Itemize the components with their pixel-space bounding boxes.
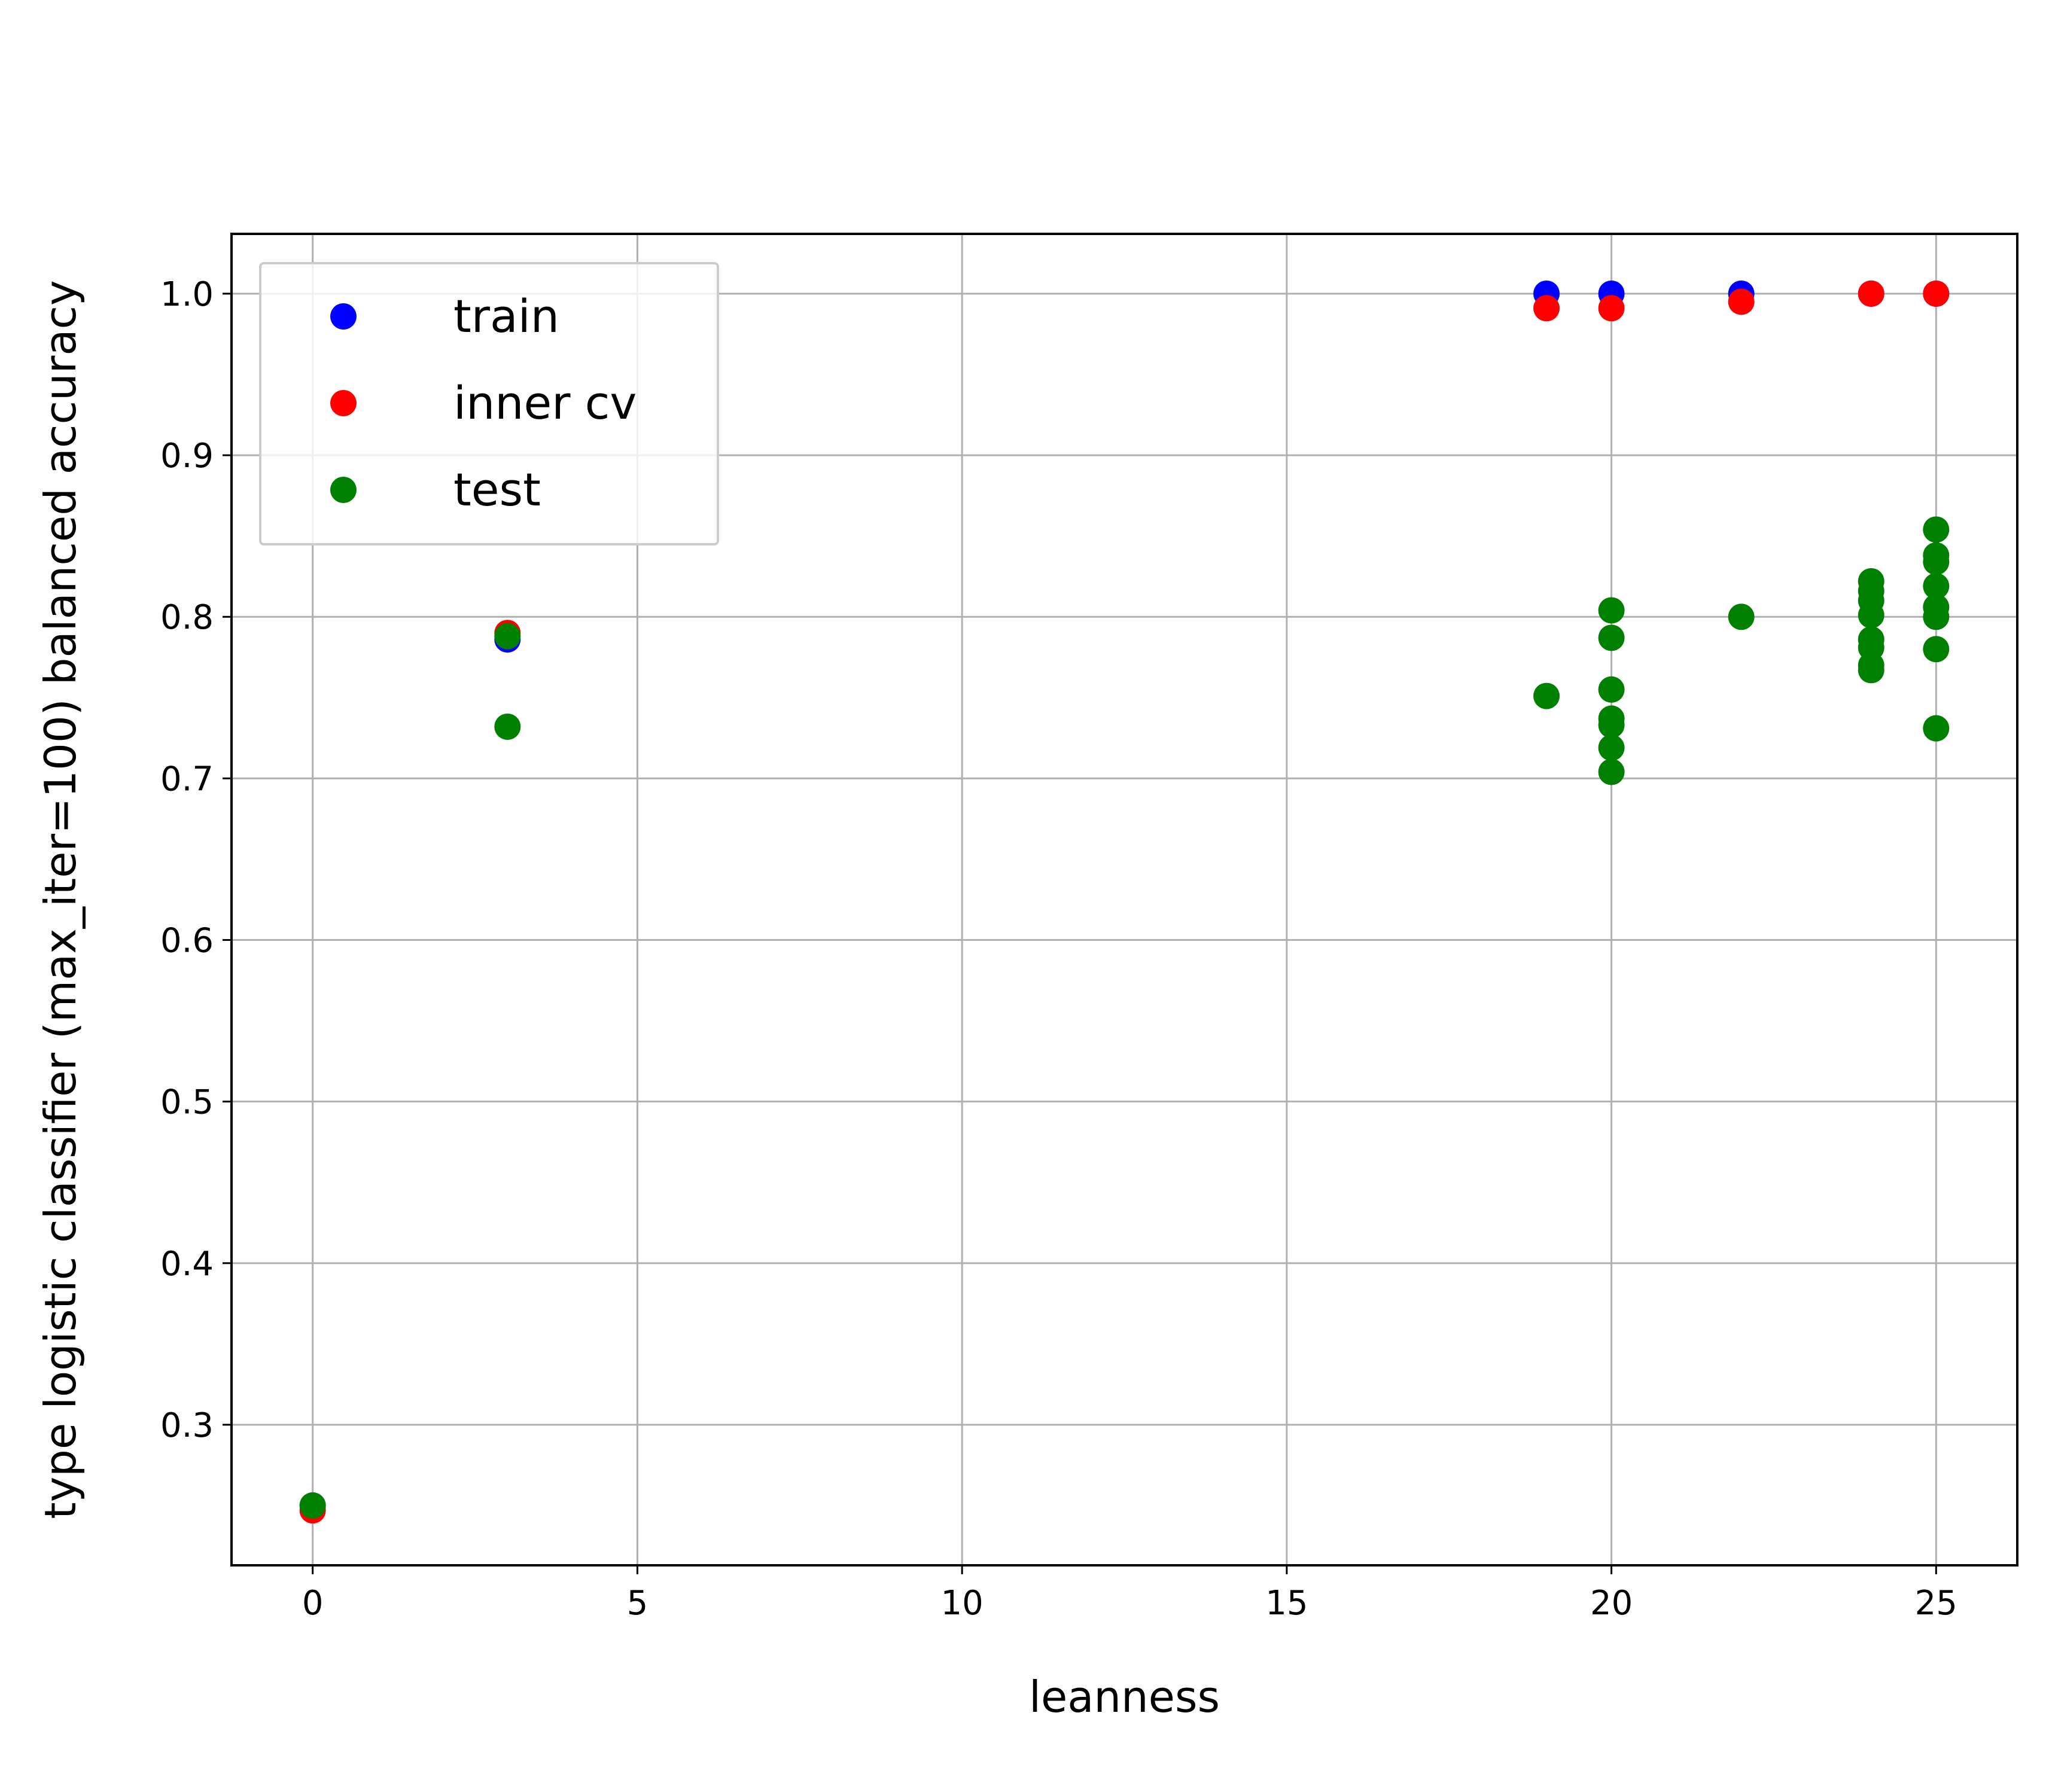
y-tick-label: 0.4 xyxy=(160,1245,214,1284)
point-test xyxy=(1598,597,1625,624)
legend-label-test: test xyxy=(453,463,541,516)
point-inner-cv xyxy=(1923,280,1950,307)
x-tick-label: 5 xyxy=(627,1584,648,1623)
data-points xyxy=(299,280,1950,1524)
point-test xyxy=(494,713,521,740)
y-tick-label: 0.3 xyxy=(160,1406,214,1445)
point-inner-cv xyxy=(1533,295,1560,322)
point-test xyxy=(1533,682,1560,709)
legend: train inner cv test xyxy=(259,262,719,545)
point-test xyxy=(1598,624,1625,651)
point-test xyxy=(1923,548,1950,575)
point-inner-cv xyxy=(1858,280,1884,307)
y-tick-label: 0.8 xyxy=(160,598,214,637)
point-test xyxy=(1598,758,1625,785)
axis-ticks: 0 5 10 15 20 25 0.3 0.4 0.5 0.6 0.7 0.8 0.9 1.0 xyxy=(160,275,1957,1623)
point-test xyxy=(1598,712,1625,739)
legend-marker-test xyxy=(330,477,357,503)
legend-marker-train xyxy=(330,303,357,330)
point-test xyxy=(1923,715,1950,742)
x-axis-label: leanness xyxy=(1029,1672,1220,1722)
legend-label-train: train xyxy=(453,289,559,343)
point-test xyxy=(1598,676,1625,703)
x-tick-label: 15 xyxy=(1265,1584,1308,1623)
legend-label-inner-cv: inner cv xyxy=(453,376,637,429)
point-test xyxy=(1923,604,1950,630)
point-test xyxy=(1858,602,1884,629)
y-axis-label: type logistic classifier (max_iter=100) … xyxy=(35,280,86,1519)
point-test xyxy=(1728,604,1755,630)
point-inner-cv xyxy=(1598,295,1625,322)
x-tick-label: 20 xyxy=(1590,1584,1633,1623)
point-test xyxy=(494,623,521,650)
point-test xyxy=(1923,636,1950,663)
grid-lines xyxy=(232,234,2017,1565)
plot-frame xyxy=(230,233,2018,1567)
x-tick-label: 25 xyxy=(1915,1584,1957,1623)
point-test xyxy=(299,1492,326,1519)
y-tick-label: 0.7 xyxy=(160,760,214,799)
x-tick-label: 10 xyxy=(941,1584,984,1623)
legend-marker-inner-cv xyxy=(330,390,357,416)
point-inner-cv xyxy=(1728,288,1755,315)
y-tick-label: 0.5 xyxy=(160,1083,214,1122)
y-tick-label: 0.9 xyxy=(160,437,214,476)
point-test xyxy=(1923,516,1950,543)
legend-box xyxy=(259,262,719,545)
point-test xyxy=(1858,657,1884,684)
y-tick-label: 0.6 xyxy=(160,922,214,961)
x-tick-label: 0 xyxy=(302,1584,324,1623)
point-test xyxy=(1923,572,1950,599)
point-test xyxy=(1598,735,1625,761)
y-tick-label: 1.0 xyxy=(160,275,214,314)
